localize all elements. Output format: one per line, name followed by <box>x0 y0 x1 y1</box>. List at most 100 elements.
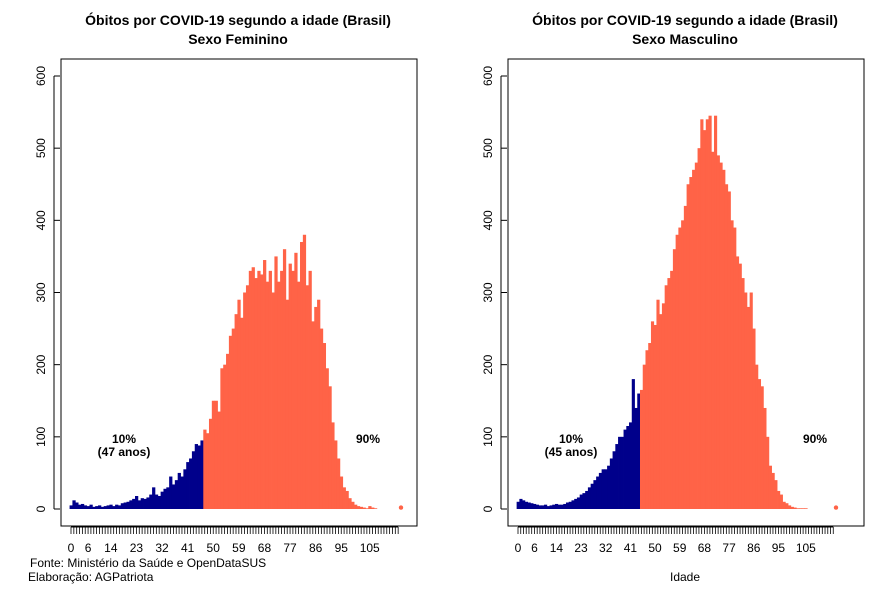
bar <box>724 184 729 509</box>
bar <box>305 285 309 509</box>
chart-subtitle-masculino: Sexo Masculino <box>632 31 738 47</box>
bar <box>705 119 709 510</box>
bar <box>95 506 99 509</box>
bar <box>607 465 611 509</box>
bar <box>302 234 307 509</box>
bar <box>672 249 677 509</box>
bar <box>120 503 125 509</box>
bar <box>183 469 187 509</box>
bar <box>689 177 693 510</box>
bar <box>563 503 567 509</box>
bar <box>730 220 734 510</box>
bar <box>648 343 652 509</box>
bar <box>659 314 663 509</box>
bar <box>72 500 76 509</box>
bar <box>277 281 281 509</box>
bar <box>716 155 720 509</box>
y-tick-label: 100 <box>34 427 48 447</box>
bar <box>587 487 592 509</box>
bar <box>83 505 88 509</box>
bar <box>637 393 641 509</box>
bar <box>634 407 638 509</box>
bar <box>86 506 90 509</box>
bar <box>774 480 778 509</box>
bar <box>223 364 227 509</box>
bar <box>681 220 685 510</box>
x-tick-label: 77 <box>283 541 297 555</box>
bar-series-feminino <box>69 234 404 510</box>
chart-title-feminino: Óbitos por COVID-19 segundo a idade (Bra… <box>85 11 391 28</box>
bar <box>700 119 704 510</box>
bar <box>524 501 528 509</box>
bar <box>294 252 298 509</box>
plot-frame-masculino <box>507 58 865 527</box>
y-tick-label: 600 <box>34 66 48 86</box>
bar <box>576 497 581 509</box>
x-axis-feminino: 0 6 14 23 32 41 50 59 68 77 86 95 105 <box>68 526 399 555</box>
x-tick-label: 68 <box>698 541 712 555</box>
bar <box>319 328 324 509</box>
bar <box>371 507 375 509</box>
bar <box>211 400 216 509</box>
x-tick-label: 95 <box>335 541 349 555</box>
bar <box>760 386 764 509</box>
bar <box>226 353 230 509</box>
bar <box>157 496 162 509</box>
x-tick-label: 6 <box>85 541 92 555</box>
chart-title-masculino: Óbitos por COVID-19 segundo a idade (Bra… <box>532 11 838 28</box>
x-tick-label: 68 <box>258 541 272 555</box>
x-tick-label: 41 <box>624 541 638 555</box>
bar <box>708 115 712 510</box>
bar <box>598 472 603 509</box>
bar <box>351 501 355 509</box>
bar <box>217 411 221 509</box>
bar <box>171 484 176 509</box>
bar <box>336 458 341 509</box>
bar <box>552 504 556 509</box>
bar <box>670 270 674 509</box>
bar <box>152 487 156 509</box>
annotation-age-masculino: (45 anos) <box>545 445 598 459</box>
x-tick-label: 50 <box>648 541 662 555</box>
bar <box>260 274 264 509</box>
bar <box>629 422 633 509</box>
bar <box>645 350 649 509</box>
bar <box>675 234 679 509</box>
bar <box>373 508 378 509</box>
bar <box>565 502 570 509</box>
x-axis-masculino: 0 6 14 23 32 41 50 59 68 77 86 95 105 <box>515 526 834 555</box>
bar <box>571 500 575 509</box>
bar <box>328 386 332 509</box>
bar <box>274 256 278 509</box>
bar <box>530 503 534 509</box>
bar <box>325 368 329 509</box>
bar <box>243 292 247 509</box>
bar <box>311 321 315 509</box>
x-tick-label: 0 <box>515 541 522 555</box>
bar <box>667 278 671 509</box>
bar <box>527 502 531 509</box>
bar <box>722 169 726 510</box>
bar <box>240 317 244 509</box>
bar <box>557 504 561 509</box>
x-tick-label: 59 <box>673 541 687 555</box>
x-tick-label: 23 <box>574 541 588 555</box>
bar <box>291 270 295 509</box>
bar <box>763 407 767 509</box>
bar <box>268 270 272 509</box>
x-tick-label: 86 <box>747 541 761 555</box>
bar <box>664 285 668 509</box>
chart-subtitle-feminino: Sexo Feminino <box>188 31 288 47</box>
bar <box>78 504 82 509</box>
y-tick-label: 400 <box>34 210 48 230</box>
bar <box>686 184 690 509</box>
bar <box>135 496 139 509</box>
bar <box>100 506 105 509</box>
bar <box>535 504 539 509</box>
bar <box>180 476 184 509</box>
bar <box>92 506 96 509</box>
bar <box>160 491 164 509</box>
y-tick-label: 300 <box>481 282 495 302</box>
bar <box>582 493 586 509</box>
